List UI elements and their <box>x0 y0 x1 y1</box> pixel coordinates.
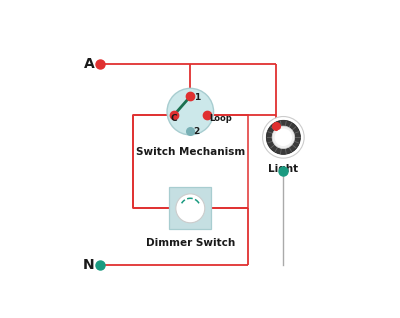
Bar <box>133 114 248 208</box>
Circle shape <box>262 116 304 158</box>
Text: N: N <box>83 259 95 273</box>
Text: C: C <box>170 114 177 123</box>
Text: A: A <box>84 57 95 71</box>
Circle shape <box>176 194 205 223</box>
Circle shape <box>167 88 214 135</box>
Circle shape <box>272 126 294 149</box>
Text: Loop: Loop <box>209 114 232 123</box>
Text: Switch Mechanism: Switch Mechanism <box>136 147 245 157</box>
FancyBboxPatch shape <box>169 187 211 229</box>
Circle shape <box>266 120 300 155</box>
Circle shape <box>275 128 292 146</box>
Text: 1: 1 <box>194 93 200 102</box>
Text: Dimmer Switch: Dimmer Switch <box>146 238 235 248</box>
Text: 2: 2 <box>194 127 200 136</box>
Text: Light: Light <box>268 163 298 174</box>
